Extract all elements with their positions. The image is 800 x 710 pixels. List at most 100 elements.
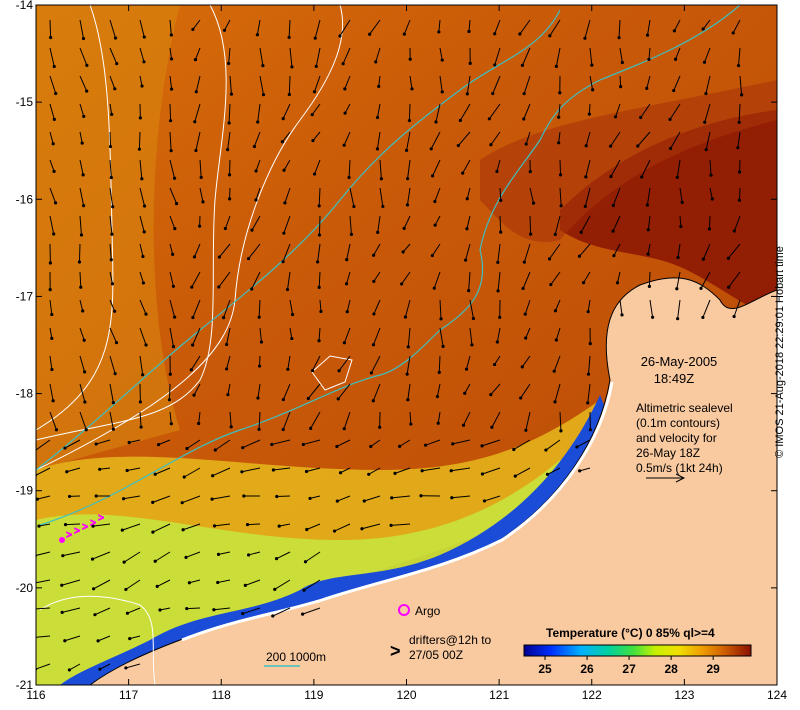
- velocity-arrow: [346, 243, 351, 260]
- velocity-arrow-head: [335, 499, 339, 503]
- velocity-arrow-head: [519, 396, 523, 400]
- velocity-arrow-head: [524, 428, 528, 432]
- map-date: 26-May-2005: [641, 354, 718, 369]
- velocity-arrow: [737, 131, 741, 148]
- velocity-arrow-head: [114, 340, 119, 345]
- velocity-arrow-head: [83, 400, 87, 404]
- sealevel-contour: [36, 5, 344, 471]
- velocity-arrow-head: [110, 282, 115, 286]
- velocity-arrow: [676, 271, 681, 289]
- velocity-arrow-head: [620, 313, 624, 317]
- velocity-arrow-head: [646, 228, 650, 232]
- velocity-arrow: [646, 75, 651, 89]
- velocity-arrow-head: [471, 316, 476, 321]
- velocity-arrow: [306, 523, 321, 530]
- velocity-arrow-head: [223, 226, 227, 231]
- velocity-arrow-head: [142, 230, 146, 234]
- velocity-arrow-head: [167, 398, 172, 402]
- velocity-arrow: [343, 411, 351, 429]
- velocity-arrow-head: [222, 316, 226, 320]
- velocity-arrow-head: [155, 584, 159, 588]
- velocity-arrow: [457, 131, 471, 146]
- velocity-arrow: [289, 299, 294, 315]
- velocity-arrow: [251, 271, 261, 290]
- map-time: 18:49Z: [654, 371, 695, 386]
- velocity-arrow: [272, 607, 291, 617]
- velocity-arrow-head: [111, 401, 115, 405]
- bathymetry-contour-200m: [39, 5, 741, 526]
- velocity-arrow-head: [291, 312, 295, 317]
- velocity-arrow: [49, 75, 57, 94]
- velocity-arrow-head: [139, 425, 143, 429]
- velocity-arrow: [407, 159, 411, 179]
- velocity-arrow: [284, 187, 291, 204]
- velocity-arrow-head: [672, 29, 677, 33]
- velocity-arrow: [739, 75, 743, 95]
- velocity-arrow-head: [60, 610, 64, 614]
- velocity-arrow-head: [275, 494, 279, 499]
- velocity-arrow-head: [464, 367, 469, 371]
- velocity-arrow: [407, 383, 411, 400]
- velocity-arrow-head: [273, 587, 277, 591]
- velocity-arrow: [376, 131, 381, 149]
- x-tick-label: 119: [304, 688, 323, 702]
- velocity-arrow: [36, 579, 51, 584]
- velocity-arrow-head: [432, 286, 436, 290]
- velocity-arrow: [525, 411, 531, 431]
- velocity-arrow: [587, 383, 591, 403]
- velocity-arrow: [194, 103, 201, 122]
- velocity-arrow: [256, 19, 261, 35]
- velocity-arrow: [378, 75, 381, 87]
- velocity-arrow-head: [673, 57, 678, 61]
- velocity-arrow-head: [345, 310, 349, 314]
- velocity-arrow-head: [344, 282, 349, 286]
- velocity-arrow-head: [609, 174, 613, 179]
- velocity-arrow: [348, 159, 351, 178]
- velocity-arrow: [305, 551, 321, 563]
- velocity-arrow: [466, 355, 471, 370]
- velocity-arrow: [109, 299, 116, 312]
- velocity-arrow: [408, 103, 411, 121]
- velocity-arrow-head: [92, 587, 96, 591]
- velocity-arrow: [255, 159, 261, 172]
- velocity-arrow: [585, 131, 591, 146]
- velocity-arrow-head: [520, 365, 524, 369]
- velocity-arrow-head: [212, 608, 216, 612]
- velocity-arrow: [139, 327, 147, 346]
- velocity-arrow-head: [640, 175, 644, 179]
- velocity-arrow-head: [192, 393, 196, 397]
- velocity-arrow: [310, 411, 321, 429]
- velocity-arrow: [194, 243, 201, 258]
- sealevel-contour: [311, 355, 353, 391]
- velocity-arrow-head: [583, 204, 587, 208]
- velocity-arrow: [431, 243, 441, 256]
- velocity-arrow-head: [407, 118, 412, 123]
- velocity-arrow-head: [156, 443, 161, 447]
- velocity-arrow: [585, 159, 591, 178]
- velocity-arrow: [169, 299, 176, 318]
- velocity-arrow-head: [406, 398, 410, 402]
- velocity-arrow: [282, 243, 291, 262]
- velocity-arrow: [219, 243, 231, 258]
- velocity-arrow-head: [255, 33, 260, 37]
- velocity-arrow-head: [250, 228, 254, 232]
- velocity-arrow: [228, 103, 231, 123]
- velocity-arrow: [406, 355, 411, 375]
- velocity-arrow: [109, 187, 114, 207]
- velocity-arrow-head: [280, 140, 284, 144]
- velocity-arrow: [469, 327, 473, 345]
- velocity-arrow-head: [144, 312, 148, 316]
- velocity-arrow: [372, 383, 381, 401]
- velocity-arrow: [79, 103, 85, 117]
- svg-text:>: >: [66, 530, 72, 541]
- velocity-arrow: [64, 635, 81, 642]
- velocity-arrow-head: [403, 315, 408, 319]
- velocity-arrow-head: [308, 496, 312, 501]
- velocity-arrow: [675, 47, 681, 60]
- velocity-arrow: [515, 467, 531, 477]
- velocity-arrow: [377, 103, 381, 118]
- velocity-arrow: [79, 19, 84, 39]
- velocity-arrow-head: [521, 286, 525, 291]
- velocity-arrow: [340, 467, 351, 474]
